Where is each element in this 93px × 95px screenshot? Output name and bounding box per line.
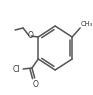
Text: CH₃: CH₃ — [81, 21, 93, 27]
Text: O: O — [33, 80, 39, 89]
Text: Cl: Cl — [13, 65, 20, 74]
Text: O: O — [27, 32, 33, 40]
